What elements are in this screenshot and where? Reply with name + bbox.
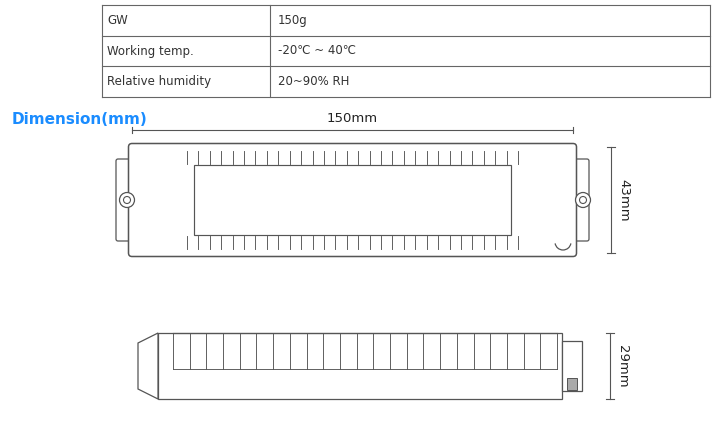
Text: GW: GW xyxy=(107,14,128,27)
Circle shape xyxy=(580,197,586,203)
Text: 29mm: 29mm xyxy=(616,345,629,387)
Polygon shape xyxy=(138,333,158,399)
Circle shape xyxy=(575,193,591,207)
Text: 43mm: 43mm xyxy=(617,179,630,221)
Text: -20℃ ~ 40℃: -20℃ ~ 40℃ xyxy=(278,44,356,57)
Bar xyxy=(567,378,577,390)
Text: 20~90% RH: 20~90% RH xyxy=(278,75,349,88)
Text: Working temp.: Working temp. xyxy=(107,44,193,57)
FancyBboxPatch shape xyxy=(568,159,589,241)
Text: Relative humidity: Relative humidity xyxy=(107,75,211,88)
FancyBboxPatch shape xyxy=(116,159,137,241)
Text: 150g: 150g xyxy=(278,14,308,27)
Text: 150mm: 150mm xyxy=(327,112,378,125)
Polygon shape xyxy=(562,341,582,391)
Bar xyxy=(158,333,562,399)
Circle shape xyxy=(123,197,131,203)
FancyBboxPatch shape xyxy=(129,143,576,256)
Text: Dimension(mm): Dimension(mm) xyxy=(12,112,148,127)
Circle shape xyxy=(120,193,134,207)
Bar xyxy=(194,165,511,235)
